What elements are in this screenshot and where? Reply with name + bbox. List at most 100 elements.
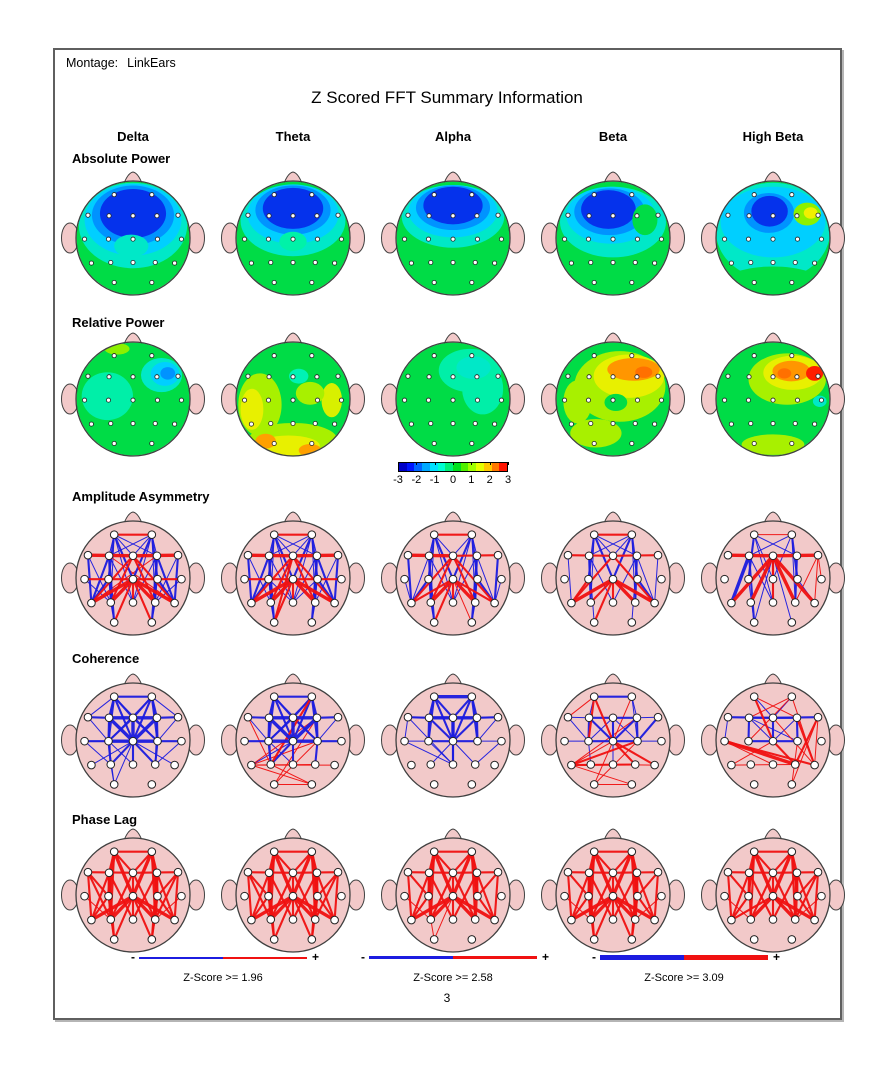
- electrode-O2: [789, 279, 795, 285]
- electrode-Cz: [290, 397, 296, 403]
- electrode-O2: [307, 780, 317, 789]
- connection-line: [273, 534, 294, 604]
- electrode-T3: [720, 891, 729, 901]
- electrode-Fz: [130, 213, 136, 219]
- head-rel-alpha: [378, 325, 528, 469]
- connection-line: [250, 895, 270, 922]
- connectivity-lines: [724, 849, 822, 922]
- connection-line: [317, 716, 339, 742]
- electrode-T5: [567, 760, 576, 770]
- electrode-Fz: [610, 374, 616, 380]
- connection-line: [730, 895, 775, 922]
- connection-line: [272, 849, 295, 898]
- connection-line: [726, 871, 733, 922]
- connection-line: [636, 895, 656, 922]
- electrode-Fp1: [269, 692, 279, 701]
- electrode-F8: [813, 867, 823, 877]
- legend-minus: -: [592, 950, 596, 964]
- electrode-Fp2: [467, 692, 477, 701]
- electrode-Cz: [128, 891, 138, 901]
- connection-line: [113, 578, 135, 624]
- electrode-C4: [153, 891, 162, 901]
- electrode-T6: [170, 760, 179, 770]
- electrode-F3: [584, 868, 594, 878]
- page-title: Z Scored FFT Summary Information: [311, 88, 583, 107]
- electrode-F3: [266, 374, 272, 380]
- head-svg: [381, 673, 525, 798]
- electrode-Fz: [448, 551, 458, 561]
- electrode-dots: [400, 530, 506, 627]
- head-svg: [221, 332, 365, 457]
- electrode-Pz: [768, 760, 778, 769]
- electrode-F4: [794, 374, 800, 380]
- connection-line: [113, 695, 135, 719]
- electrode-Fp2: [147, 530, 157, 539]
- connection-line: [273, 717, 318, 785]
- head-rel-theta: [218, 325, 368, 469]
- electrode-F3: [584, 713, 594, 723]
- electrode-C4: [633, 891, 642, 901]
- electrode-Fz: [448, 713, 458, 723]
- connection-line: [611, 849, 634, 898]
- electrode-P4: [150, 598, 160, 607]
- electrode-T6: [650, 598, 659, 608]
- electrode-P4: [790, 915, 800, 924]
- colorbar-tick: [398, 462, 399, 465]
- electrode-O1: [431, 440, 437, 446]
- connection-line: [249, 577, 295, 605]
- electrode-F3: [426, 213, 432, 219]
- electrode-Fz: [768, 713, 778, 723]
- connection-line: [730, 871, 751, 922]
- electrode-F4: [314, 213, 320, 219]
- electrode-Fp2: [787, 847, 797, 856]
- connection-line: [589, 894, 615, 922]
- head-coh-theta: [218, 666, 368, 810]
- connection-line: [593, 578, 615, 624]
- connection-line: [611, 894, 657, 922]
- electrode-Cz: [128, 736, 138, 746]
- connection-line: [429, 871, 455, 921]
- band-header-theta: Theta: [275, 129, 311, 144]
- electrode-C3: [744, 891, 753, 901]
- electrode-T6: [490, 760, 499, 770]
- connection-line: [150, 554, 158, 624]
- connection-line: [493, 871, 500, 922]
- electrode-C4: [313, 891, 322, 901]
- electrode-F3: [424, 551, 434, 561]
- electrode-F7: [243, 712, 253, 722]
- electrode-F4: [792, 713, 802, 723]
- colorbar-segment: [499, 463, 508, 471]
- electrode-F4: [474, 213, 480, 219]
- electrode-T5: [87, 915, 96, 925]
- connection-line: [772, 717, 798, 742]
- electrode-P3: [106, 598, 116, 607]
- band-header-high-beta: High Beta: [742, 129, 804, 144]
- electrode-F7: [403, 867, 413, 877]
- electrode-Fp1: [109, 530, 119, 539]
- electrode-dots: [240, 530, 346, 627]
- electrode-Fz: [448, 868, 458, 878]
- topo-field: [556, 342, 670, 456]
- head-pl-high-beta: [698, 821, 848, 965]
- electrode-F8: [173, 867, 183, 877]
- connection-line: [429, 577, 455, 605]
- electrode-P4: [150, 915, 160, 924]
- colorbar-tick: [471, 462, 473, 465]
- electrode-Fz: [130, 374, 136, 380]
- legend-plus: +: [312, 950, 320, 964]
- electrode-O2: [147, 935, 157, 944]
- head-svg: [61, 673, 205, 798]
- legend-line: [139, 957, 307, 959]
- electrode-T4: [338, 236, 344, 242]
- colorbar-segment: [437, 463, 446, 471]
- electrode-Fz: [770, 374, 776, 380]
- connection-line: [291, 716, 319, 743]
- electrode-F8: [333, 550, 343, 560]
- colorbar-tick: [416, 462, 418, 465]
- electrode-C3: [265, 397, 271, 403]
- electrode-T4: [337, 574, 346, 584]
- connection-line: [611, 871, 637, 921]
- connection-line: [771, 871, 797, 921]
- connection-line: [109, 894, 135, 922]
